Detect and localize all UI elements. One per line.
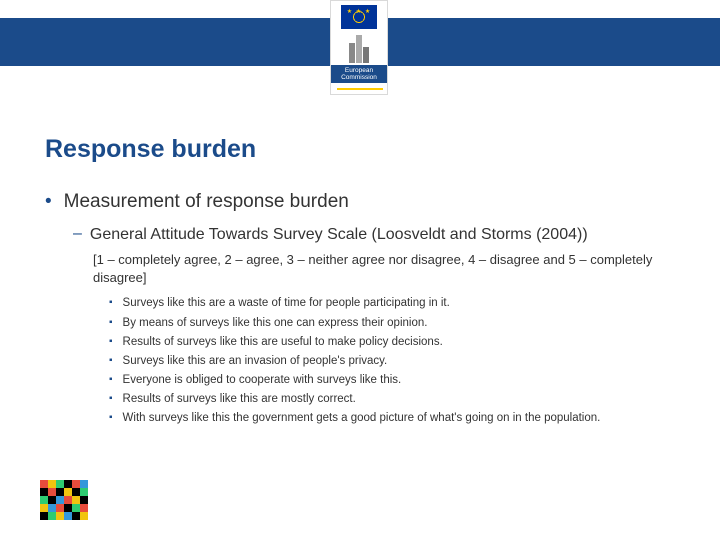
bullet-level1: • Measurement of response burden	[45, 190, 685, 215]
ec-underline	[337, 88, 383, 90]
item-text: Results of surveys like this are useful …	[123, 334, 443, 350]
item-text: Surveys like this are an invasion of peo…	[123, 353, 388, 369]
pixel	[48, 480, 56, 488]
pixel	[40, 512, 48, 520]
slide-title: Response burden	[45, 135, 685, 164]
pixel	[56, 480, 64, 488]
list-item: ▪ With surveys like this the government …	[109, 410, 685, 426]
list-item: ▪ Everyone is obliged to cooperate with …	[109, 372, 685, 388]
pixel	[80, 488, 88, 496]
square-bullet-icon: ▪	[109, 315, 113, 331]
pixel	[48, 504, 56, 512]
pixel	[40, 488, 48, 496]
list-item: ▪ Results of surveys like this are usefu…	[109, 334, 685, 350]
pixel	[40, 480, 48, 488]
ec-logo-line1: European	[345, 67, 373, 74]
list-item: ▪ Surveys like this are an invasion of p…	[109, 353, 685, 369]
item-text: Everyone is obliged to cooperate with su…	[123, 372, 402, 388]
pixel	[64, 504, 72, 512]
pixel	[48, 512, 56, 520]
bullet-icon: •	[45, 190, 52, 215]
list-item: ▪ By means of surveys like this one can …	[109, 315, 685, 331]
pixel	[48, 488, 56, 496]
item-text: With surveys like this the government ge…	[123, 410, 601, 426]
square-bullet-icon: ▪	[109, 372, 113, 388]
ec-logo-text: European Commission	[331, 65, 387, 83]
square-bullet-icon: ▪	[109, 334, 113, 350]
list-item: ▪ Surveys like this are a waste of time …	[109, 295, 685, 311]
pixel	[72, 496, 80, 504]
pixel	[80, 480, 88, 488]
pixel	[80, 504, 88, 512]
eu-flag-icon: ★ ★ ★	[341, 5, 377, 29]
square-bullet-icon: ▪	[109, 295, 113, 311]
pixel	[80, 512, 88, 520]
dash-icon: –	[73, 225, 82, 246]
list-item: ▪ Results of surveys like this are mostl…	[109, 391, 685, 407]
pixel	[56, 512, 64, 520]
pixel	[56, 504, 64, 512]
square-bullet-icon: ▪	[109, 410, 113, 426]
level3-text: [1 – completely agree, 2 – agree, 3 – ne…	[93, 252, 652, 285]
item-text: By means of surveys like this one can ex…	[123, 315, 428, 331]
pixel	[56, 488, 64, 496]
pixel	[72, 512, 80, 520]
pixel	[72, 488, 80, 496]
pixel	[80, 496, 88, 504]
level1-text: Measurement of response burden	[64, 190, 349, 215]
pixel	[72, 480, 80, 488]
pixel	[64, 480, 72, 488]
pixel	[40, 496, 48, 504]
pixel	[64, 496, 72, 504]
bullet-level2: – General Attitude Towards Survey Scale …	[73, 225, 685, 246]
pixel	[64, 512, 72, 520]
ec-logo-line2: Commission	[341, 74, 377, 81]
building-icon	[349, 33, 369, 63]
pixel	[48, 496, 56, 504]
slide-content: Response burden • Measurement of respons…	[45, 135, 685, 429]
pixel	[40, 504, 48, 512]
ec-logo: ★ ★ ★ European Commission	[330, 0, 388, 95]
scale-description: [1 – completely agree, 2 – agree, 3 – ne…	[93, 251, 685, 287]
square-bullet-icon: ▪	[109, 391, 113, 407]
pixel	[64, 488, 72, 496]
item-text: Surveys like this are a waste of time fo…	[123, 295, 450, 311]
square-bullet-icon: ▪	[109, 353, 113, 369]
footer-pixel-logo	[40, 480, 96, 522]
pixel	[72, 504, 80, 512]
level2-text: General Attitude Towards Survey Scale (L…	[90, 225, 588, 246]
item-text: Results of surveys like this are mostly …	[123, 391, 356, 407]
pixel	[56, 496, 64, 504]
